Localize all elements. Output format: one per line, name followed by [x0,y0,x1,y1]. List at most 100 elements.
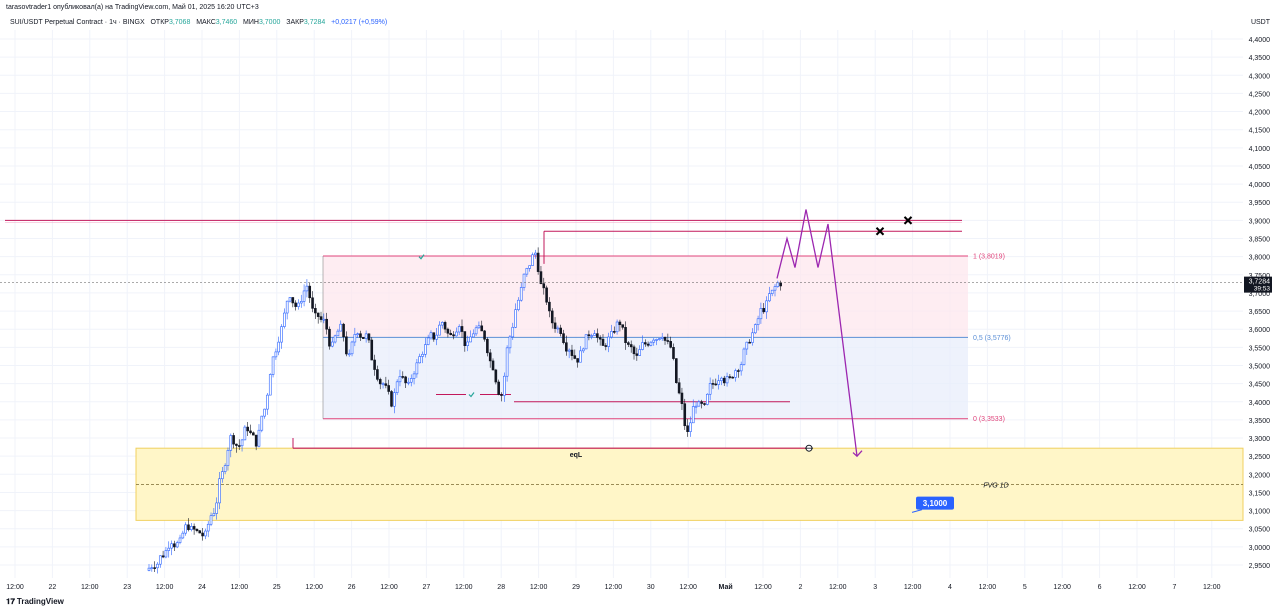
high-value: 3,7460 [215,19,238,26]
price-tick-label: 3,9500 [1249,200,1271,207]
candle-body [534,252,537,256]
candle-body [565,342,568,352]
candle-body [469,336,472,343]
price-tick-label: 4,2500 [1249,91,1271,98]
candle-body [711,383,715,385]
candle-body [221,471,224,480]
candle-body [739,364,743,372]
check-mark-icon [418,254,425,260]
candle-body [212,513,216,516]
candle-body [517,299,520,310]
price-tick-label: 4,0500 [1249,164,1271,171]
candle-body [271,356,275,375]
price-tick-label: 3,3000 [1249,436,1271,443]
candle-body [567,349,571,352]
candle-body [314,308,317,314]
candle-body [240,439,244,447]
candle-body [345,336,348,355]
candle-body [641,342,644,350]
candle-body [612,331,616,333]
candle-body [491,360,495,371]
candle-body [294,302,297,307]
candle-body [615,321,619,333]
candle-body [607,336,610,347]
time-tick-label: 30 [647,584,655,591]
time-tick-label: 27 [423,584,431,591]
brand-label: TradingView [16,597,64,606]
candle-body [328,328,331,347]
symbol-name[interactable]: SUI/USDT Perpetual Contract · 1ч · BINGX [10,19,145,26]
candle-body [381,383,385,386]
price-tick-label: 3,4500 [1249,382,1271,389]
price-tick-label: 3,1000 [1249,509,1271,516]
candle-body [153,567,156,569]
price-tick-label: 3,7500 [1249,273,1271,280]
time-tick-label: 12:00 [6,584,24,591]
time-tick-label: 12:00 [1128,584,1146,591]
candle-body [508,336,512,349]
candle-body [576,358,579,363]
candle-body [658,338,661,340]
candle-body [418,356,422,364]
time-tick-label: Май [719,583,733,591]
candle-body [181,532,185,539]
candle-body [404,376,407,384]
time-tick-label: 28 [497,584,505,591]
fib-0-label: 0 (3,3533) [973,416,1005,423]
candle-body [683,403,687,427]
price-tick-label: 3,6500 [1249,309,1271,316]
open-label: ОТКР [150,19,169,26]
candle-body [542,283,546,289]
candle-body [319,316,323,320]
candle-body [497,381,500,395]
candle-body [387,385,390,392]
candle-body [573,355,577,359]
candle-body [229,435,233,451]
candle-body [728,376,732,378]
candle-body [598,337,602,340]
candle-body [393,392,396,407]
projection-arrowhead [852,450,863,458]
candle-body [235,443,238,446]
price-tick-label: 3,5000 [1249,363,1271,370]
candle-body [170,543,173,549]
price-tick-label: 3,8500 [1249,237,1271,244]
candle-body [706,393,709,405]
candle-body [308,285,312,299]
candle-body [528,265,531,269]
candle-body [770,289,774,294]
candle-body [618,321,622,325]
tradingview-brand[interactable]: 𝟏𝟕 TradingView [6,597,64,607]
candle-body [714,383,718,386]
price-tick-label: 3,0000 [1249,545,1271,552]
candle-body [322,318,326,321]
candle-body [452,334,455,337]
candle-body [463,331,467,347]
candle-body [432,332,436,340]
time-tick-label: 12:00 [231,584,249,591]
candle-body [652,339,656,343]
candle-body [401,376,405,378]
candle-body [167,547,171,551]
candle-body [390,391,393,407]
candle-body [570,349,574,356]
candle-body [596,333,599,338]
fib-upper-shade [323,255,968,338]
candle-body [550,310,554,324]
high-label: МАКС [196,19,216,26]
candle-body [649,341,653,346]
candle-body [438,324,441,336]
time-tick-label: 3 [873,584,877,591]
candle-body [232,435,235,445]
candle-body [353,334,357,343]
change-value: +0,0217 (+0,59%) [331,19,388,26]
symbol-legend[interactable]: SUI/USDT Perpetual Contract · 1ч · BINGX… [10,19,387,26]
candle-body [257,429,261,447]
candle-body [359,333,362,338]
time-tick-label: 26 [348,584,356,591]
candle-body [364,333,368,339]
candle-body [384,383,388,386]
time-tick-label: 22 [49,584,57,591]
target-badge [916,496,954,510]
